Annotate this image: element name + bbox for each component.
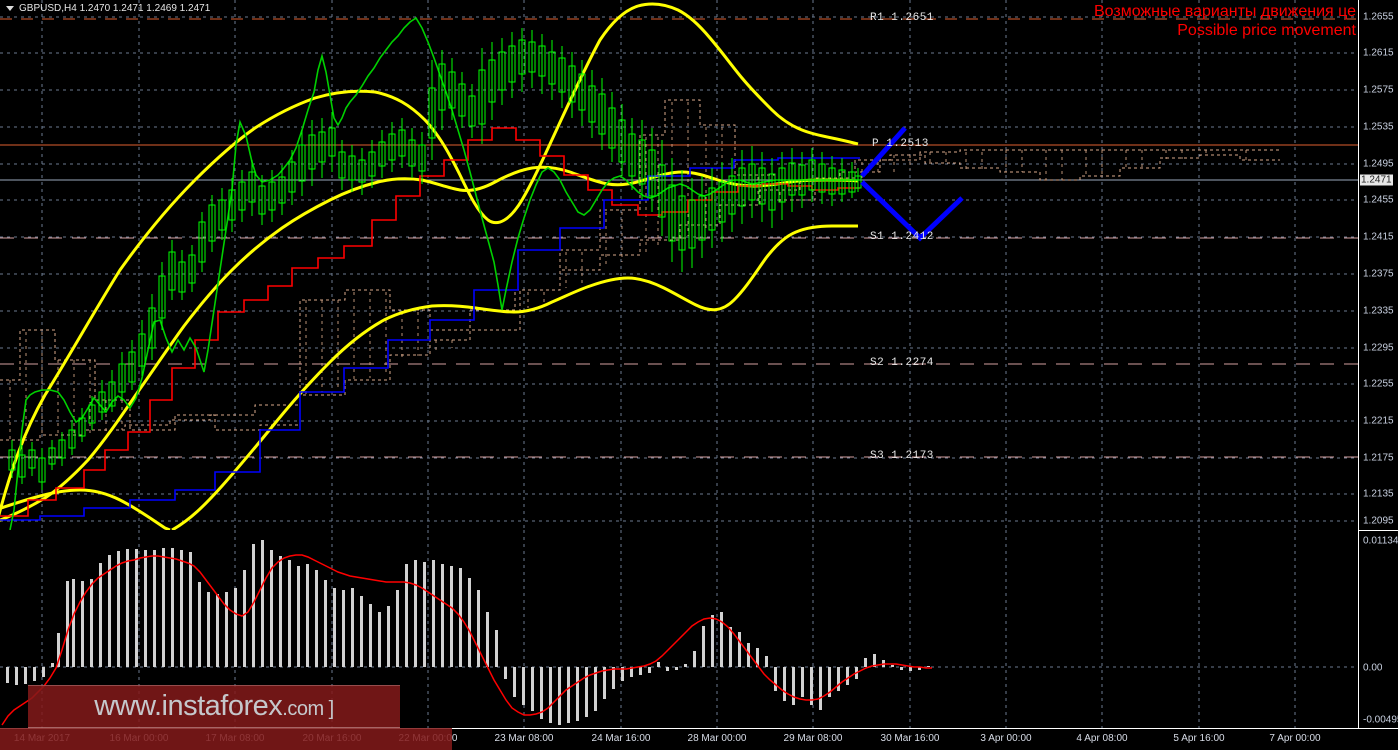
bollinger-middle-band xyxy=(0,165,859,522)
price-tick: 1.2255 xyxy=(1363,378,1394,390)
grid-horizontal xyxy=(0,16,1358,522)
price-tick: 1.2455 xyxy=(1363,194,1394,206)
instaforex-watermark: www.instaforex.com ] xyxy=(28,685,400,728)
forecast-arrows[interactable] xyxy=(860,126,964,242)
price-axis-scale[interactable]: 1.2655 1.2615 1.2575 1.2535 1.2495 1.247… xyxy=(1358,0,1398,530)
pivot-label-s3: S3 1.2173 xyxy=(870,450,934,462)
watermark-text: www.instaforex xyxy=(94,690,283,722)
price-tick: 1.2495 xyxy=(1363,158,1394,170)
macd-axis-scale[interactable]: 0.01134 0.00 -0.00495 xyxy=(1358,530,1398,728)
price-tick: 1.2175 xyxy=(1363,452,1394,464)
price-tick: 1.2375 xyxy=(1363,268,1394,280)
price-tick: 1.2095 xyxy=(1363,515,1394,527)
price-chart-pane[interactable]: R1 1.2651 P 1.2513 S1 1.2412 S2 1.2274 S… xyxy=(0,0,1358,530)
chevron-down-icon[interactable] xyxy=(6,6,14,11)
price-tick: 1.2575 xyxy=(1363,84,1394,96)
pivot-label-s2: S2 1.2274 xyxy=(870,357,934,369)
candlesticks xyxy=(8,28,862,490)
symbol-ohlc-label: GBPUSD,H4 1.2470 1.2471 1.2469 1.2471 xyxy=(19,3,211,14)
time-tick: 30 Mar 16:00 xyxy=(880,733,940,744)
price-tick: 1.2295 xyxy=(1363,342,1394,354)
price-tick: 1.2655 xyxy=(1363,11,1394,23)
pivot-label-r1: R1 1.2651 xyxy=(870,12,934,24)
time-tick: 23 Mar 08:00 xyxy=(494,733,554,744)
price-tick: 1.2215 xyxy=(1363,415,1394,427)
time-tick: 3 Apr 00:00 xyxy=(980,733,1032,744)
price-tick: 1.2415 xyxy=(1363,231,1394,243)
time-tick: 7 Apr 00:00 xyxy=(1269,733,1321,744)
bearish-forecast-arrow[interactable] xyxy=(860,180,964,242)
time-axis-watermark-band xyxy=(0,728,452,750)
macd-tick-zero: 0.00 xyxy=(1363,662,1383,674)
forecast-annotation: Возможные варианты движения це Possible … xyxy=(1094,2,1356,40)
current-price-tag: 1.2471 xyxy=(1360,174,1393,186)
watermark-suffix: .com ] xyxy=(282,698,334,720)
forecast-text-ru: Возможные варианты движения це xyxy=(1093,3,1356,20)
macd-tick-min: -0.00495 xyxy=(1363,714,1398,726)
time-tick: 24 Mar 16:00 xyxy=(591,733,651,744)
time-tick: 5 Apr 16:00 xyxy=(1173,733,1225,744)
time-tick: 29 Mar 08:00 xyxy=(783,733,843,744)
kijun-sen-line xyxy=(0,157,860,521)
macd-svg xyxy=(0,530,1358,728)
pivot-label-p: P 1.2513 xyxy=(872,138,929,150)
grid-vertical xyxy=(41,0,1296,530)
bullish-forecast-arrow[interactable] xyxy=(860,126,907,178)
macd-histogram xyxy=(6,540,930,725)
kumo-cloud xyxy=(0,99,1280,441)
price-tick: 1.2535 xyxy=(1363,121,1394,133)
price-chart-svg xyxy=(0,0,1358,530)
macd-tick-max: 0.01134 xyxy=(1363,535,1398,547)
pivot-label-s1: S1 1.2412 xyxy=(870,231,934,243)
bollinger-upper-band xyxy=(0,2,859,517)
macd-signal-line xyxy=(1,554,932,726)
price-tick: 1.2335 xyxy=(1363,305,1394,317)
time-tick: 28 Mar 00:00 xyxy=(687,733,747,744)
time-tick: 4 Apr 08:00 xyxy=(1076,733,1128,744)
price-tick: 1.2135 xyxy=(1363,488,1394,500)
forecast-text-en: Possible price movement xyxy=(1177,22,1356,39)
chart-symbol-header[interactable]: GBPUSD,H4 1.2470 1.2471 1.2469 1.2471 xyxy=(6,3,210,14)
price-tick: 1.2615 xyxy=(1363,47,1394,59)
